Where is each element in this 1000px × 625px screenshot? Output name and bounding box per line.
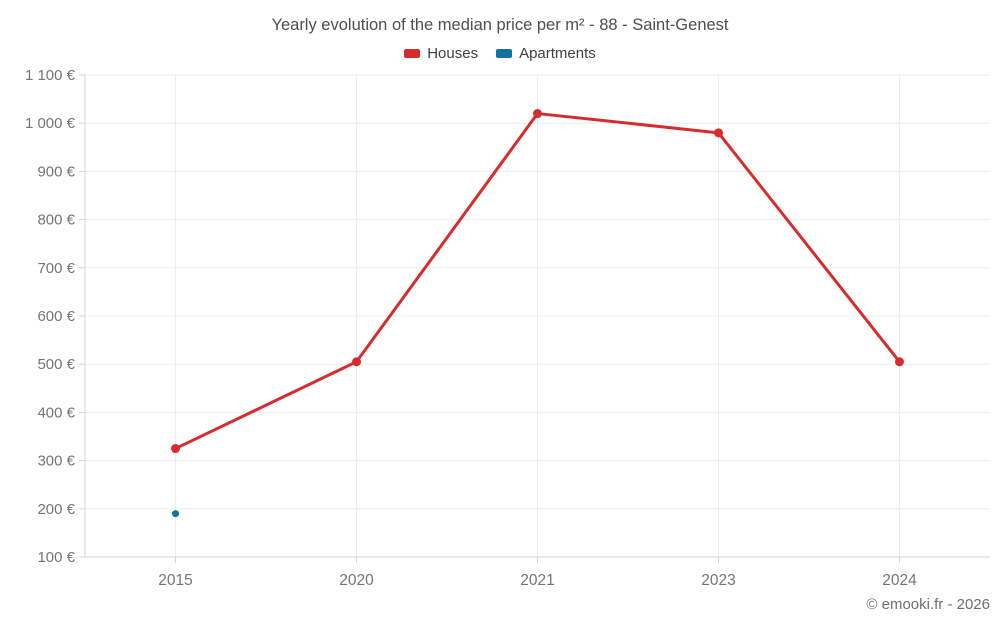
data-point-houses xyxy=(533,109,542,119)
x-axis-label: 2021 xyxy=(520,572,554,589)
data-point-houses xyxy=(171,444,180,454)
y-axis-label: 1 000 € xyxy=(25,115,76,132)
chart-title: Yearly evolution of the median price per… xyxy=(271,16,729,34)
legend-item-apartments[interactable]: Apartments xyxy=(496,45,596,62)
y-axis-label: 300 € xyxy=(37,453,75,470)
legend-label-houses: Houses xyxy=(427,45,479,62)
copyright-footer: © emooki.fr - 2026 xyxy=(866,596,990,613)
y-axis-label: 200 € xyxy=(37,501,75,518)
y-axis-label: 700 € xyxy=(37,260,75,277)
x-axis-label: 2020 xyxy=(339,572,374,589)
y-axis-label: 400 € xyxy=(37,404,75,421)
y-axis-label: 100 € xyxy=(37,549,75,566)
legend-item-houses[interactable]: Houses xyxy=(404,45,478,62)
data-point-houses xyxy=(714,128,723,138)
x-axis-label: 2023 xyxy=(701,572,735,589)
data-point-houses xyxy=(895,357,904,367)
data-point-apartments xyxy=(172,510,179,518)
legend: Houses Apartments xyxy=(0,45,1000,62)
y-axis-label: 800 € xyxy=(37,212,75,229)
x-axis-label: 2015 xyxy=(158,572,192,589)
legend-label-apartments: Apartments xyxy=(519,45,596,62)
y-axis-label: 600 € xyxy=(37,308,75,325)
data-point-houses xyxy=(352,357,361,367)
y-axis-label: 900 € xyxy=(37,163,75,180)
houses-legend-swatch-icon xyxy=(404,49,421,58)
x-axis-label: 2024 xyxy=(882,572,917,589)
apartments-legend-swatch-icon xyxy=(496,49,513,58)
y-axis-label: 1 100 € xyxy=(25,67,76,84)
y-axis-label: 500 € xyxy=(37,356,75,373)
